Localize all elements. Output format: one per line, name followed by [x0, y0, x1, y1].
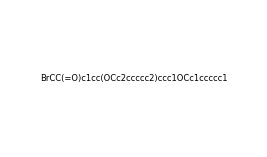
Text: BrCC(=O)c1cc(OCc2ccccc2)ccc1OCc1ccccc1: BrCC(=O)c1cc(OCc2ccccc2)ccc1OCc1ccccc1 [40, 74, 227, 83]
